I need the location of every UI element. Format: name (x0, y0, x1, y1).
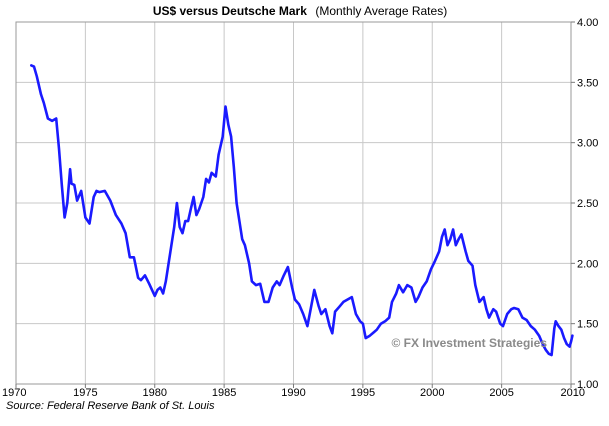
y-tick-label: 4.00 (577, 17, 598, 29)
y-tick-label: 3.50 (577, 77, 598, 89)
grid (15, 21, 572, 385)
y-tick-label: 1.00 (577, 379, 598, 391)
x-axis: 1970 1975 1980 1985 1990 1995 2000 2005 2010 (2, 384, 585, 399)
x-tick-label: 2010 (561, 387, 585, 399)
chart-subtitle: (Monthly Average Rates) (315, 4, 447, 18)
source-note: Source: Federal Reserve Bank of St. Loui… (6, 400, 215, 412)
x-tick-label: 1995 (351, 387, 375, 399)
y-tick-label: 3.00 (577, 138, 598, 150)
y-tick-label: 2.50 (577, 198, 598, 210)
y-tick-label: 1.50 (577, 319, 598, 331)
x-tick-label: 1970 (2, 387, 26, 399)
chart-title-group: US$ versus Deutsche Mark (Monthly Averag… (153, 2, 447, 19)
x-tick-label: 2000 (420, 387, 444, 399)
chart-title: US$ versus Deutsche Mark (153, 4, 307, 18)
series-line (30, 64, 574, 357)
x-tick-label: 1975 (73, 387, 97, 399)
y-tick-label: 2.00 (577, 258, 598, 270)
y-axis: 1.00 1.50 2.00 2.50 3.00 3.50 4.00 (571, 17, 598, 391)
x-tick-label: 1980 (143, 387, 167, 399)
watermark: © FX Investment Strategies (391, 336, 547, 350)
x-tick-label: 1990 (281, 387, 305, 399)
x-tick-label: 1985 (212, 387, 236, 399)
x-tick-label: 2005 (489, 387, 513, 399)
series-layer (30, 64, 574, 357)
